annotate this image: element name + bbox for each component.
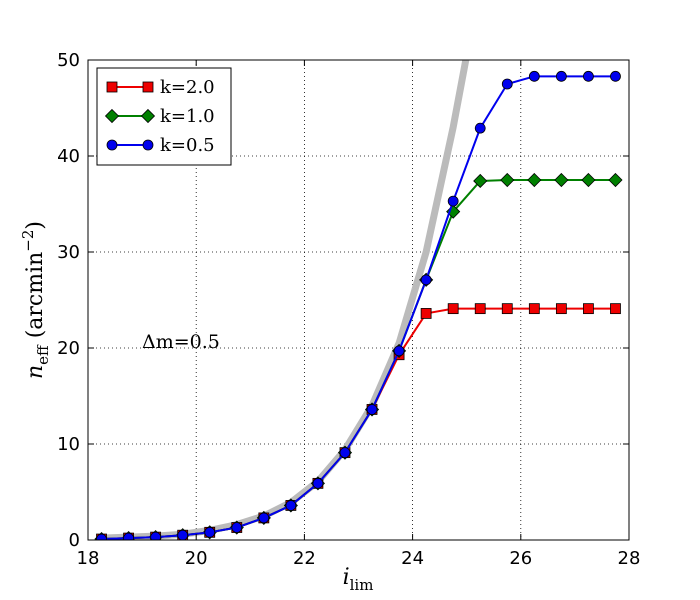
- y-tick-label: 40: [57, 146, 80, 167]
- x-axis-label-base: i: [343, 565, 350, 590]
- data-point: [528, 70, 540, 82]
- legend-label: k=2.0: [160, 77, 215, 98]
- data-point: [285, 500, 297, 511]
- series-k-0-5: [96, 70, 621, 540]
- x-tick-label: 26: [509, 548, 532, 569]
- data-point: [473, 173, 488, 189]
- y-tick-label: 30: [57, 242, 80, 263]
- x-axis-label-sub: lim: [350, 576, 374, 594]
- legend-marker: [142, 139, 154, 151]
- data-point: [583, 303, 594, 315]
- ticks: 18 20 22 24 26 28 0 10 20 30 40 50: [57, 50, 640, 569]
- data-point: [610, 70, 621, 82]
- data-point: [420, 274, 432, 286]
- x-tick-label: 20: [185, 548, 208, 569]
- y-axis-label-sup: −2: [19, 230, 37, 252]
- data-point: [123, 532, 134, 540]
- data-point: [204, 526, 216, 538]
- data-point: [447, 195, 459, 207]
- data-point: [447, 303, 459, 315]
- x-tick-label: 28: [618, 548, 641, 569]
- y-axis-label-base: n: [23, 365, 48, 379]
- y-axis-label-sub: eff: [34, 344, 52, 365]
- y-axis-label-close: ): [23, 221, 48, 230]
- data-point: [610, 303, 621, 315]
- y-axis-label-unit: (arcmin: [23, 252, 48, 346]
- series-layer: [94, 70, 623, 540]
- legend-marker: [106, 81, 118, 93]
- data-point: [501, 78, 513, 90]
- data-point: [474, 303, 486, 315]
- data-point: [501, 303, 513, 315]
- data-point: [96, 533, 107, 540]
- y-tick-label: 0: [69, 530, 80, 551]
- data-point: [258, 512, 270, 524]
- plot-frame: [87, 59, 630, 541]
- x-axis-label: ilim: [343, 565, 374, 594]
- data-point: [555, 70, 567, 82]
- x-tick-label: 18: [77, 548, 100, 569]
- data-point: [420, 308, 432, 319]
- data-point: [474, 122, 486, 134]
- y-tick-label: 10: [57, 434, 80, 455]
- data-point: [583, 70, 594, 82]
- legend-marker: [140, 108, 156, 124]
- legend-label: k=0.5: [160, 135, 215, 156]
- data-point: [177, 529, 189, 540]
- x-tick-label: 24: [401, 548, 424, 569]
- legend: k=2.0 k=1.0 k=0.5: [96, 67, 232, 166]
- data-point: [608, 172, 623, 188]
- y-tick-label: 50: [57, 50, 80, 71]
- data-point: [500, 172, 515, 188]
- legend-marker: [142, 81, 154, 93]
- data-point: [393, 345, 405, 357]
- data-point: [555, 303, 567, 315]
- legend-label: k=1.0: [160, 106, 215, 127]
- data-point: [366, 404, 378, 415]
- data-point: [231, 522, 243, 533]
- data-point: [528, 303, 540, 315]
- data-point: [339, 447, 351, 459]
- y-tick-label: 20: [57, 338, 80, 359]
- annotation: Δm=0.5: [142, 331, 220, 353]
- y-axis-label: neff (arcmin−2): [19, 221, 52, 379]
- data-point: [150, 531, 162, 540]
- data-point: [554, 172, 569, 188]
- x-tick-label: 22: [293, 548, 316, 569]
- data-point: [581, 172, 596, 188]
- legend-marker: [106, 139, 118, 151]
- data-point: [312, 477, 324, 489]
- legend-marker: [104, 108, 120, 124]
- data-point: [527, 172, 542, 188]
